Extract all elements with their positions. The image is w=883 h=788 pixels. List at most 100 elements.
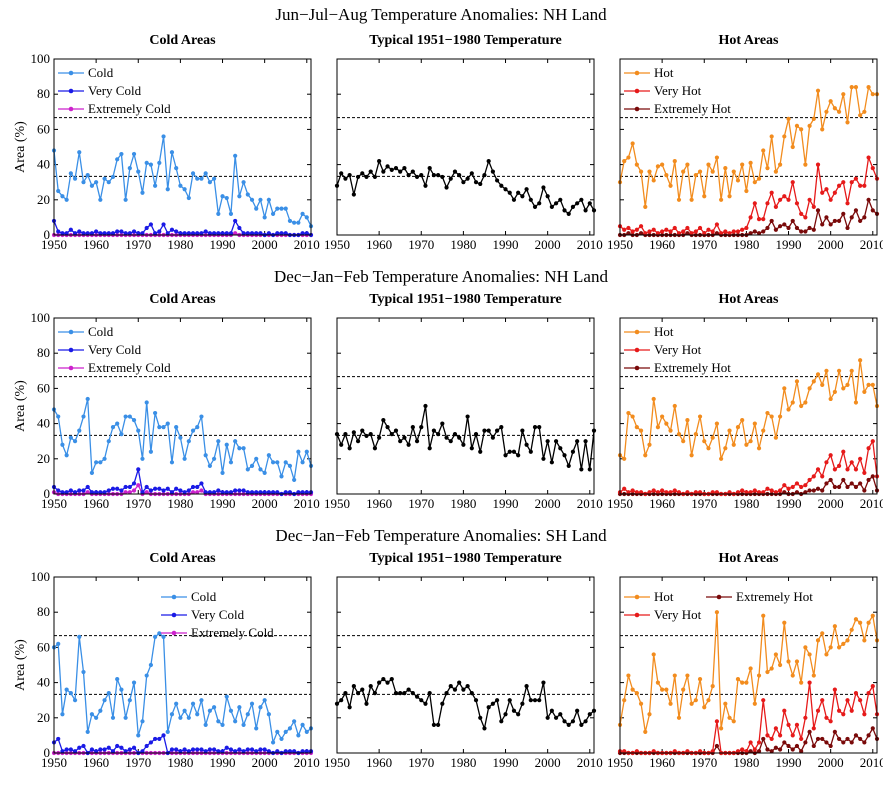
data-point — [220, 749, 225, 754]
data-point — [558, 712, 563, 717]
series-line — [336, 677, 595, 731]
data-point — [241, 180, 246, 185]
row-title: Jun−Jul−Aug Temperature Anomalies: NH La… — [275, 5, 607, 24]
data-point — [587, 467, 592, 472]
data-point — [845, 484, 850, 490]
data-point — [777, 733, 783, 738]
data-point — [790, 673, 795, 678]
data-point — [136, 733, 141, 738]
data-point — [862, 638, 867, 643]
data-point — [647, 712, 652, 717]
data-point — [693, 173, 698, 178]
data-point — [807, 386, 812, 391]
data-point — [740, 162, 745, 167]
data-point — [490, 701, 495, 706]
data-point — [748, 740, 753, 745]
data-point — [94, 229, 99, 234]
data-point — [693, 229, 698, 234]
x-tick-label: 2010 — [860, 755, 883, 770]
data-point — [503, 187, 508, 192]
row-3: Dec−Jan−Feb Temperature Anomalies: SH La… — [13, 526, 883, 770]
data-point — [199, 481, 204, 486]
data-point — [558, 446, 563, 451]
data-point — [102, 456, 107, 461]
data-point — [389, 676, 394, 682]
data-point — [275, 231, 280, 236]
data-point — [165, 421, 170, 426]
data-point — [870, 92, 875, 97]
series-hot — [617, 358, 880, 461]
data-point — [583, 208, 588, 213]
data-point — [858, 183, 863, 188]
data-point — [283, 206, 288, 211]
data-point — [266, 490, 271, 495]
data-point — [740, 417, 745, 423]
data-point — [254, 726, 259, 731]
data-point — [182, 456, 187, 461]
x-tick-label: 2000 — [252, 237, 278, 252]
data-point — [647, 490, 652, 495]
x-tick-label: 1970 — [125, 237, 151, 252]
data-point — [64, 490, 69, 495]
data-point — [233, 719, 238, 724]
data-point — [664, 227, 669, 232]
data-point — [672, 403, 677, 409]
legend-swatch-marker — [171, 594, 177, 600]
data-point — [685, 162, 690, 167]
data-point — [275, 729, 280, 734]
data-point — [799, 127, 804, 132]
data-point — [106, 439, 111, 444]
data-point — [72, 749, 78, 754]
data-point — [77, 745, 82, 750]
data-point — [444, 185, 449, 190]
data-point — [807, 197, 812, 202]
data-point — [782, 483, 787, 488]
data-point — [220, 722, 225, 727]
data-point — [845, 698, 850, 703]
y-tick-label: 80 — [37, 604, 50, 619]
data-point — [541, 680, 546, 685]
data-point — [347, 446, 352, 451]
data-point — [136, 231, 141, 236]
data-point — [60, 490, 65, 495]
data-point — [473, 432, 479, 437]
data-point — [832, 190, 837, 195]
x-tick-label: 1950 — [607, 496, 633, 511]
series-typical — [334, 676, 597, 731]
data-point — [727, 231, 732, 236]
data-point — [440, 421, 445, 426]
data-point — [668, 183, 673, 188]
data-point — [279, 206, 284, 211]
data-point — [756, 673, 762, 678]
data-point — [626, 410, 631, 416]
data-point — [300, 211, 305, 216]
data-point — [858, 736, 863, 742]
data-point — [828, 197, 833, 202]
data-point — [224, 490, 229, 495]
data-point — [761, 613, 766, 618]
x-tick-label: 1960 — [649, 496, 675, 511]
panel-title: Cold Areas — [149, 292, 216, 307]
data-point — [866, 197, 871, 202]
data-point — [579, 467, 584, 472]
data-point — [258, 705, 263, 710]
panel-title: Typical 1951−1980 Temperature — [369, 292, 562, 307]
data-point — [304, 749, 309, 754]
data-point — [372, 174, 378, 180]
data-point — [735, 229, 741, 234]
data-point — [161, 733, 166, 738]
data-point — [89, 231, 95, 236]
data-point — [410, 691, 415, 696]
data-point — [562, 719, 567, 724]
data-point — [735, 749, 741, 754]
data-point — [626, 155, 631, 160]
data-point — [794, 225, 800, 231]
data-point — [148, 740, 154, 745]
data-point — [723, 701, 728, 706]
data-point — [807, 488, 812, 493]
data-point — [410, 169, 415, 174]
legend: Cold Very Cold Extremely Cold — [161, 589, 274, 640]
data-point — [275, 206, 280, 211]
